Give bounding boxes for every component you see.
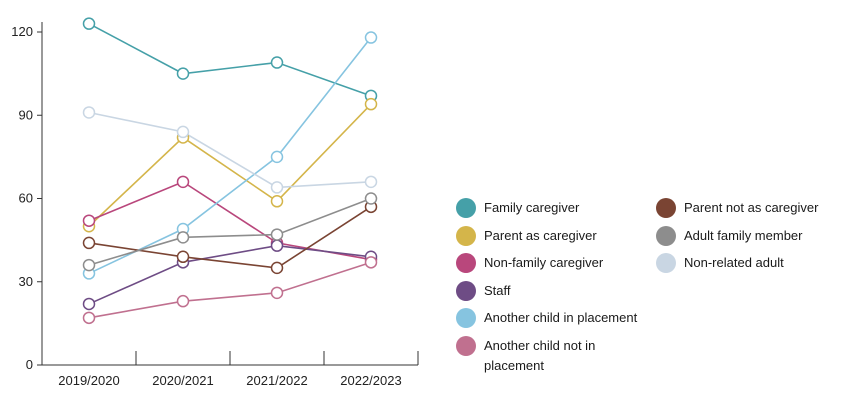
series-line — [88, 206, 372, 269]
legend-swatch — [656, 225, 676, 246]
data-point — [82, 17, 96, 30]
legend-item: Staff — [456, 280, 644, 301]
legend-item: Family caregiver — [456, 198, 644, 218]
legend-item: Another child not in placement — [456, 335, 644, 376]
data-point — [270, 150, 284, 164]
legend-item: Parent not as caregiver — [656, 198, 844, 218]
legend-item: Non-related adult — [656, 253, 844, 273]
data-point — [176, 231, 190, 244]
data-point — [270, 239, 284, 252]
legend-label: Another child not in placement — [484, 337, 596, 373]
legend-label: Non-related adult — [684, 255, 784, 270]
data-point — [82, 297, 96, 311]
legend-swatch — [656, 198, 676, 218]
data-point — [82, 311, 96, 325]
data-point — [270, 286, 284, 300]
series-line — [88, 103, 372, 227]
legend-item: Another child in placement — [456, 308, 644, 328]
legend-label: Staff — [484, 282, 511, 298]
data-point — [270, 181, 284, 194]
x-tick-label: 2021/2022 — [246, 373, 307, 388]
x-tick-label: 2020/2021 — [152, 373, 213, 388]
series-line — [88, 244, 372, 305]
legend-item: Non-family caregiver — [456, 253, 644, 273]
chart-legend: Family caregiver Parent as caregiver Non-f… — [456, 198, 856, 388]
data-point — [82, 236, 96, 250]
legend-item: Adult family member — [656, 225, 844, 246]
data-point — [176, 250, 190, 264]
data-point — [364, 175, 378, 189]
legend-label: Parent not as caregiver — [684, 200, 819, 215]
y-tick-label: 60 — [19, 191, 33, 206]
y-tick-label: 90 — [19, 107, 33, 122]
y-tick-label: 30 — [19, 274, 33, 289]
data-point — [176, 67, 190, 80]
legend-swatch — [456, 280, 476, 301]
data-point — [176, 175, 190, 189]
series-line — [88, 261, 372, 319]
data-point — [364, 192, 378, 205]
data-point — [176, 125, 190, 139]
legend-label: Family caregiver — [484, 200, 580, 215]
data-point — [82, 106, 96, 119]
data-point — [176, 294, 190, 308]
chart-series-lines — [88, 22, 372, 319]
data-point — [270, 261, 284, 275]
chart-axes: 0 30 60 90 120 2019/2020 2020/2021 2021/2022 202… — [11, 22, 419, 388]
x-tick-label: 2022/2023 — [340, 373, 401, 388]
legend-swatch — [456, 335, 476, 356]
legend-swatch — [456, 225, 476, 246]
data-point — [82, 214, 96, 227]
chart-data-points — [82, 17, 378, 325]
legend-label: Parent as caregiver — [484, 227, 597, 243]
legend-label: Adult family member — [684, 227, 803, 243]
line-chart: 0 30 60 90 120 2019/2020 2020/2021 2021/2022 202… — [11, 17, 419, 388]
legend-label: Non-family caregiver — [484, 255, 604, 270]
legend-swatch — [456, 253, 476, 273]
data-point — [82, 258, 96, 272]
y-tick-label: 0 — [26, 357, 33, 372]
legend-swatch — [456, 198, 476, 218]
y-tick-label: 120 — [11, 24, 33, 39]
legend-item: Parent as caregiver — [456, 225, 644, 246]
x-tick-label: 2019/2020 — [58, 373, 119, 388]
legend-swatch — [656, 253, 676, 273]
data-point — [364, 256, 378, 269]
legend-label: Another child in placement — [484, 310, 638, 325]
series-line — [88, 22, 372, 97]
series-line — [88, 37, 372, 275]
data-point — [270, 228, 284, 241]
data-point — [270, 195, 284, 208]
data-point — [364, 31, 378, 44]
data-point — [270, 56, 284, 69]
legend-swatch — [456, 308, 476, 328]
data-point — [364, 97, 378, 111]
series-line — [88, 111, 372, 189]
series-line — [88, 197, 372, 266]
